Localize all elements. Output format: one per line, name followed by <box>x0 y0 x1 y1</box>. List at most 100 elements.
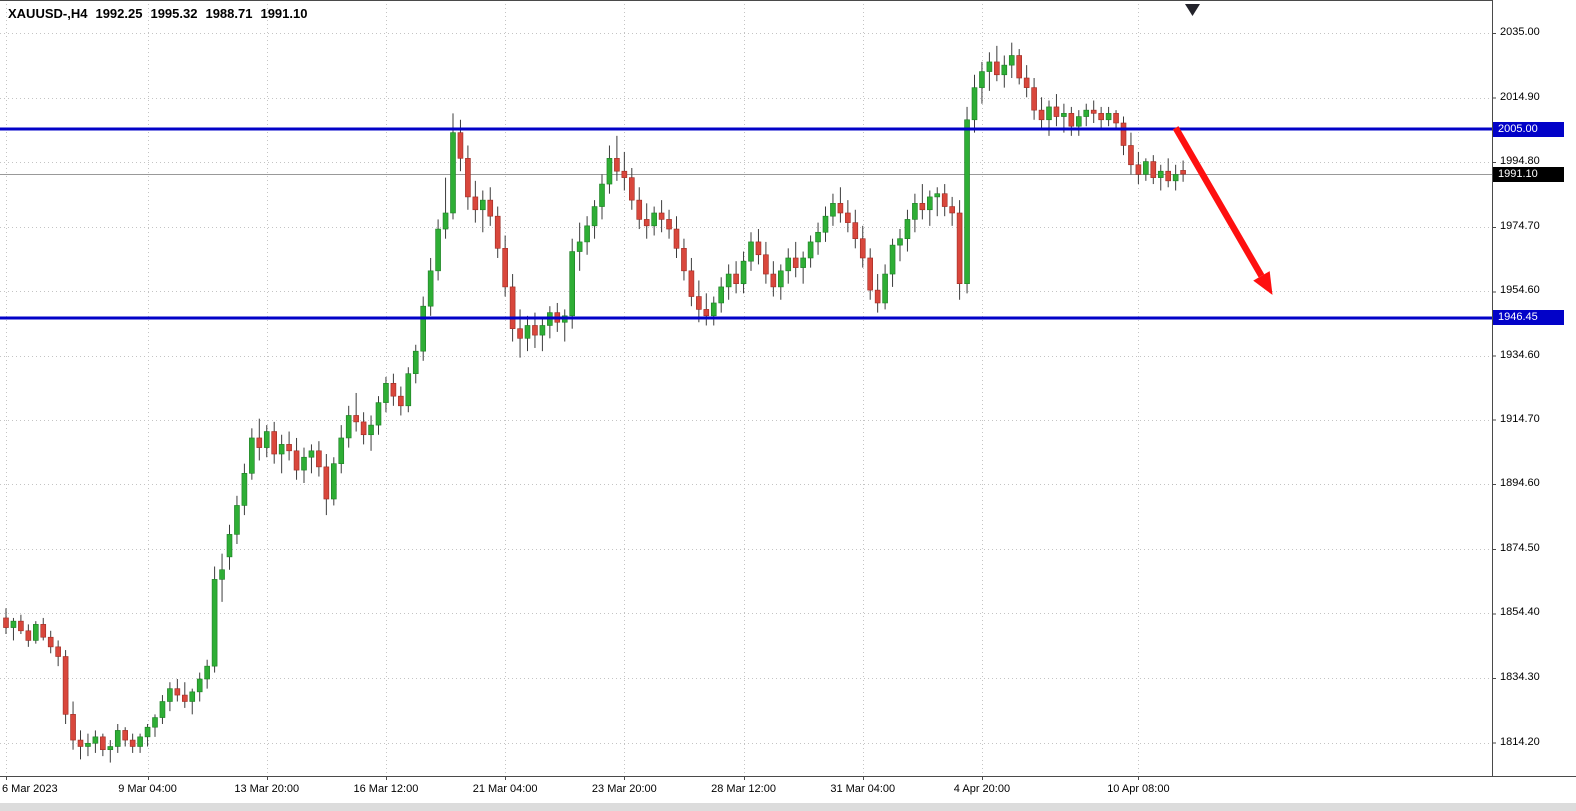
candle-bearish <box>867 257 874 291</box>
candle-bullish <box>882 273 888 304</box>
candle-bearish <box>792 257 799 268</box>
candle-bearish <box>494 215 501 249</box>
candle-bearish <box>398 395 404 407</box>
time-axis-label: 16 Mar 12:00 <box>353 783 419 795</box>
candle-bullish <box>32 624 39 641</box>
candle-bearish <box>770 273 777 288</box>
candle-bearish <box>1113 113 1119 124</box>
candle-bullish <box>420 305 427 352</box>
candle-bearish <box>941 193 948 207</box>
trend-arrow-head[interactable] <box>1253 271 1273 295</box>
candle-bearish <box>472 196 479 211</box>
candle-bullish <box>330 463 337 500</box>
candle-bullish <box>338 437 345 464</box>
candle-bearish <box>763 254 769 275</box>
time-axis-label: 21 Mar 04:00 <box>472 783 538 795</box>
price-axis-label: 1974.70 <box>1500 219 1540 232</box>
price-axis-label: 1954.60 <box>1500 284 1540 297</box>
level-price-tag: 1946.45 <box>1493 310 1564 326</box>
candle-bearish <box>837 203 844 214</box>
candle-bearish <box>502 248 508 288</box>
candle-bearish <box>1165 170 1171 182</box>
candle-bullish <box>830 203 836 217</box>
time-axis-label: 6 Mar 2023 <box>2 783 58 795</box>
candle-bearish <box>614 158 620 172</box>
candle-bearish <box>286 444 292 452</box>
candle-bearish <box>755 241 762 256</box>
candle-bullish <box>278 444 285 455</box>
candle-bullish <box>1076 116 1082 127</box>
candle-bearish <box>353 415 359 423</box>
candle-bullish <box>710 302 717 317</box>
candle-bearish <box>673 228 680 249</box>
symbol-period-label: XAUUSD-,H4 <box>8 6 88 21</box>
candle-bearish <box>1135 164 1142 175</box>
candle-bearish <box>316 450 322 468</box>
candle-bullish <box>785 257 792 272</box>
candle-bearish <box>532 325 538 336</box>
candle-bullish <box>926 196 933 211</box>
trend-arrow[interactable] <box>1172 126 1265 278</box>
candle-bullish <box>971 87 978 121</box>
candle-bearish <box>845 212 851 223</box>
candle-bullish <box>107 746 114 751</box>
candle-bearish <box>487 199 494 217</box>
candle-bullish <box>383 383 389 403</box>
candle-bullish <box>912 203 918 220</box>
candle-bullish <box>986 61 993 72</box>
close-value: 1991.10 <box>260 6 308 21</box>
time-axis-label: 10 Apr 08:00 <box>1107 783 1170 795</box>
candle-bullish <box>226 534 233 558</box>
candle-bullish <box>718 286 725 304</box>
candle-bullish <box>748 241 754 262</box>
price-axis-label: 2014.90 <box>1500 90 1540 103</box>
open-value: 1992.25 <box>95 6 143 21</box>
candle-bullish <box>137 736 143 747</box>
chart-ohlc-info: XAUUSD-,H4 1992.25 1995.32 1988.71 1991.10 <box>8 6 315 21</box>
candle-bullish <box>539 325 546 336</box>
candle-bullish <box>375 402 382 426</box>
low-value: 1988.71 <box>205 6 253 21</box>
candle-bullish <box>301 456 307 471</box>
candle-bearish <box>1016 55 1023 79</box>
candle-bullish <box>777 270 784 288</box>
price-axis-label: 1834.30 <box>1500 671 1540 684</box>
candle-bearish <box>360 421 367 436</box>
chart-shift-marker[interactable] <box>1185 4 1200 16</box>
candle-bearish <box>100 736 106 751</box>
candle-bullish <box>1157 170 1164 178</box>
price-axis-label: 1874.50 <box>1500 541 1540 554</box>
candle-bullish <box>442 212 449 230</box>
candle-bullish <box>964 119 970 284</box>
candle-bullish <box>725 273 732 288</box>
candle-bearish <box>55 646 61 657</box>
candle-bullish <box>234 505 240 535</box>
candle-bullish <box>815 231 821 243</box>
candle-bullish <box>204 665 210 680</box>
candle-bearish <box>256 437 263 448</box>
level-price-tag: 2005.00 <box>1493 121 1564 137</box>
candle-bearish <box>874 289 881 304</box>
candle-bullish <box>219 569 225 580</box>
candle-bearish <box>1120 122 1127 146</box>
time-axis-label: 23 Mar 20:00 <box>591 783 657 795</box>
candle-bullish <box>1046 106 1052 121</box>
candle-bullish <box>1001 64 1008 76</box>
candle-bearish <box>919 203 926 211</box>
time-axis-label: 9 Mar 04:00 <box>118 783 177 795</box>
time-axis-label: 31 Mar 04:00 <box>830 783 896 795</box>
candle-bullish <box>144 726 151 738</box>
candle-bullish <box>167 688 173 702</box>
candle-bearish <box>994 61 1000 76</box>
window-bottom-edge <box>0 803 1576 811</box>
price-axis-label: 1934.60 <box>1500 348 1540 361</box>
time-axis-label: 4 Apr 20:00 <box>953 783 1011 795</box>
price-axis-label: 2035.00 <box>1500 26 1540 38</box>
candle-bearish <box>62 656 69 715</box>
candle-bearish <box>703 309 710 317</box>
candle-bullish <box>1061 113 1067 117</box>
candle-bullish <box>979 71 985 88</box>
price-axis-label: 1854.40 <box>1500 606 1540 619</box>
candle-bearish <box>658 212 665 220</box>
